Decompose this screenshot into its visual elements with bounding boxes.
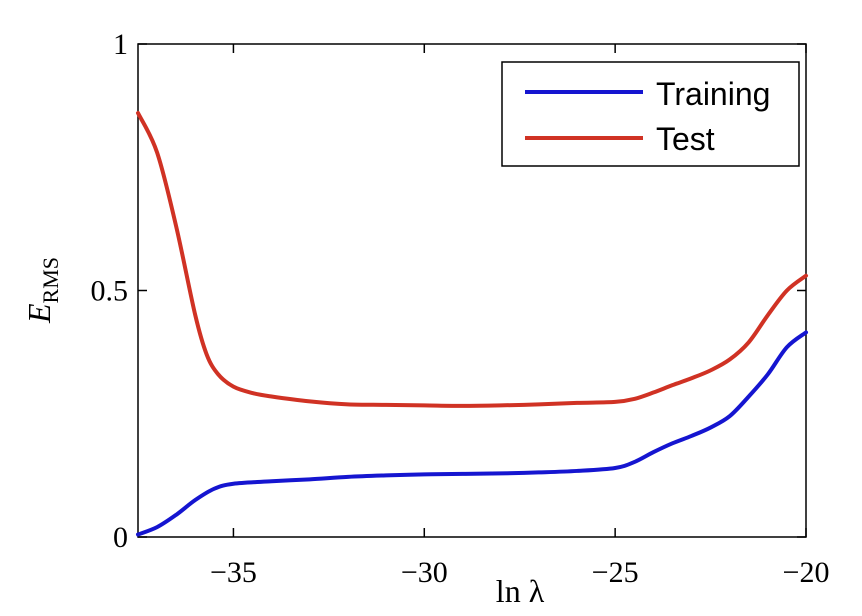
x-tick-label: −20 xyxy=(783,556,830,589)
x-tick-label: −25 xyxy=(592,556,639,589)
y-axis-label-main: E xyxy=(21,303,57,324)
y-tick-label: 0 xyxy=(113,521,128,554)
legend: Training Test xyxy=(501,61,800,167)
legend-label-test: Test xyxy=(656,121,715,157)
x-axis-label-text: ln λ xyxy=(496,573,545,609)
y-axis-label-sub: RMS xyxy=(38,257,63,303)
x-tick-label: −30 xyxy=(401,556,448,589)
x-tick-label: −35 xyxy=(210,556,257,589)
legend-label-training: Training xyxy=(656,76,770,112)
x-axis-label: ln λ xyxy=(496,573,545,609)
tick-labels: −35 −30 −25 −20 0 0.5 1 xyxy=(91,28,830,589)
legend-box xyxy=(501,61,800,167)
y-tick-label: 0.5 xyxy=(91,275,129,308)
series-lines xyxy=(136,111,808,537)
axis-ticks xyxy=(138,43,807,538)
y-axis-label: ERMS xyxy=(21,257,63,324)
y-tick-label: 1 xyxy=(113,28,128,61)
series-line-training xyxy=(136,330,808,537)
series-line-test xyxy=(136,111,808,408)
